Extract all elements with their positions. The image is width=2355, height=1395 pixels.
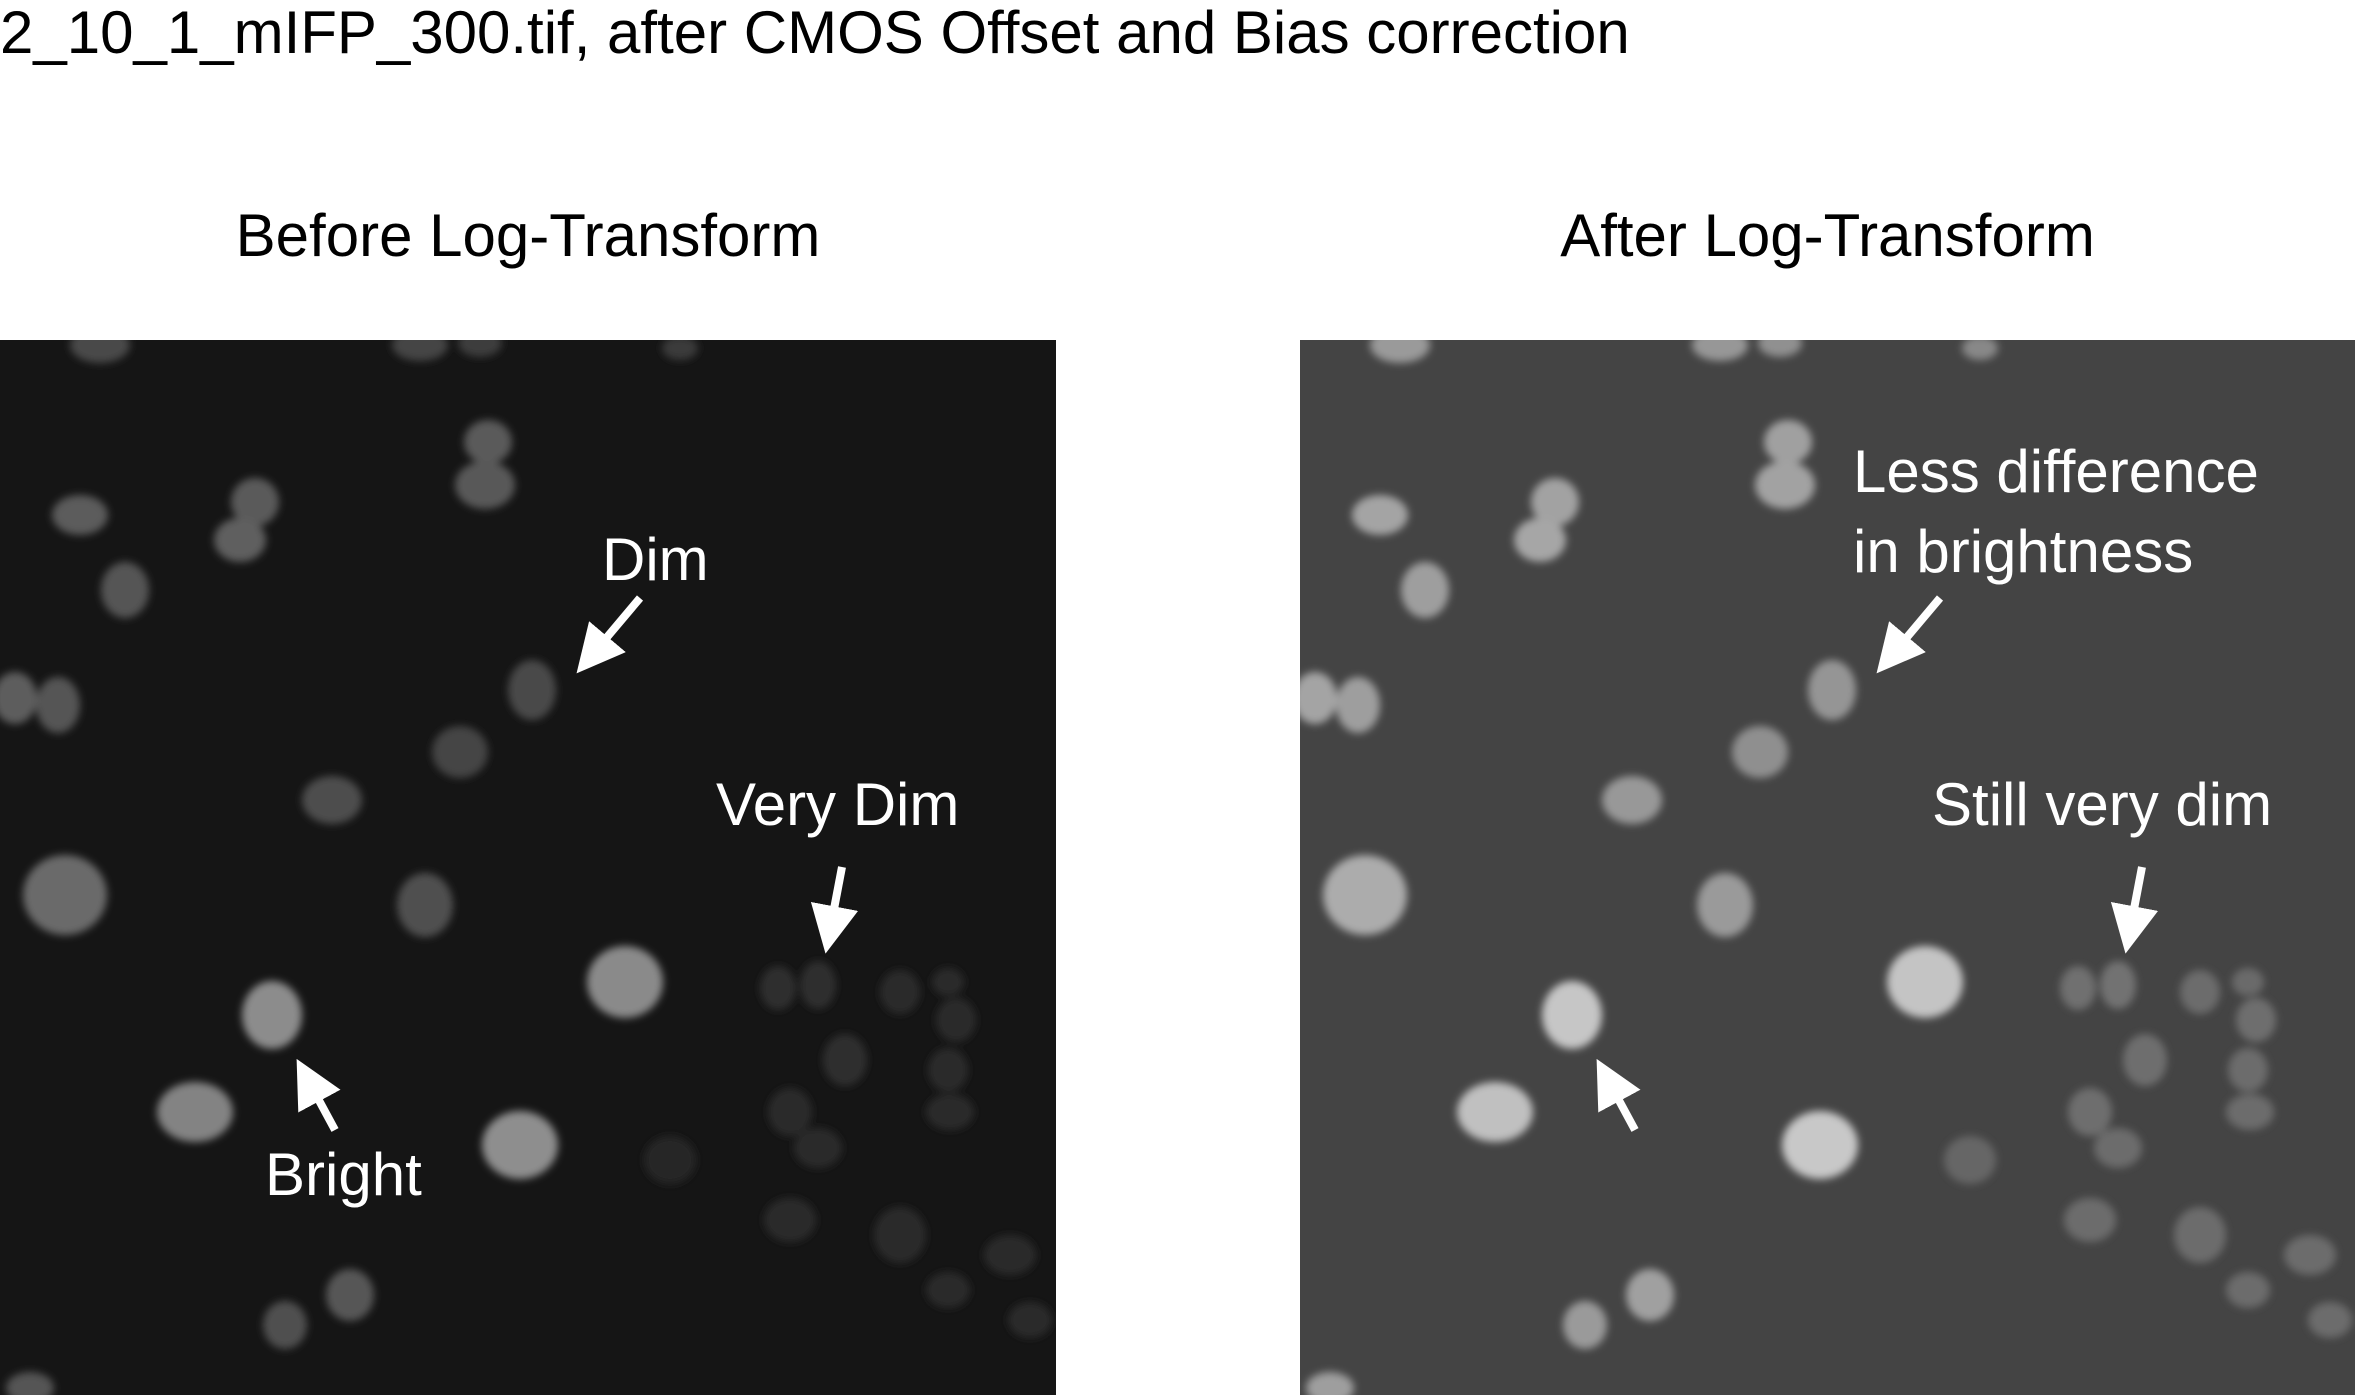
cell-nuclei <box>0 340 1052 1395</box>
annotation-bright: Bright <box>265 1141 422 1208</box>
panel-title-before: Before Log-Transform <box>235 202 821 269</box>
arrow-very-dim <box>810 866 859 954</box>
annotation-still-very-dim: Still very dim <box>1932 771 2273 838</box>
arrow-less-difference <box>1876 595 1944 674</box>
arrow-dim <box>576 595 644 674</box>
annotation-very-dim: Very Dim <box>716 771 960 838</box>
arrow-bright <box>296 1058 341 1132</box>
panel-title-after: After Log-Transform <box>1560 202 2095 269</box>
image-before-log-transform: Dim Very Dim Bright <box>0 340 1056 1395</box>
arrow-bright-cell <box>1596 1058 1641 1132</box>
cell-nuclei <box>1300 340 2352 1395</box>
annotation-less-difference-line1: Less difference <box>1853 438 2259 505</box>
microscopy-image-after <box>1300 340 2355 1395</box>
annotation-less-difference: Less difference in brightness <box>1853 432 2259 592</box>
figure-title: 2_10_1_mIFP_300.tif, after CMOS Offset a… <box>0 0 1630 66</box>
annotation-dim: Dim <box>602 526 709 593</box>
annotation-less-difference-line2: in brightness <box>1853 518 2194 585</box>
image-after-log-transform: Less difference in brightness Still very… <box>1300 340 2355 1395</box>
arrow-still-very-dim <box>2110 866 2159 954</box>
microscopy-image-before <box>0 340 1056 1395</box>
